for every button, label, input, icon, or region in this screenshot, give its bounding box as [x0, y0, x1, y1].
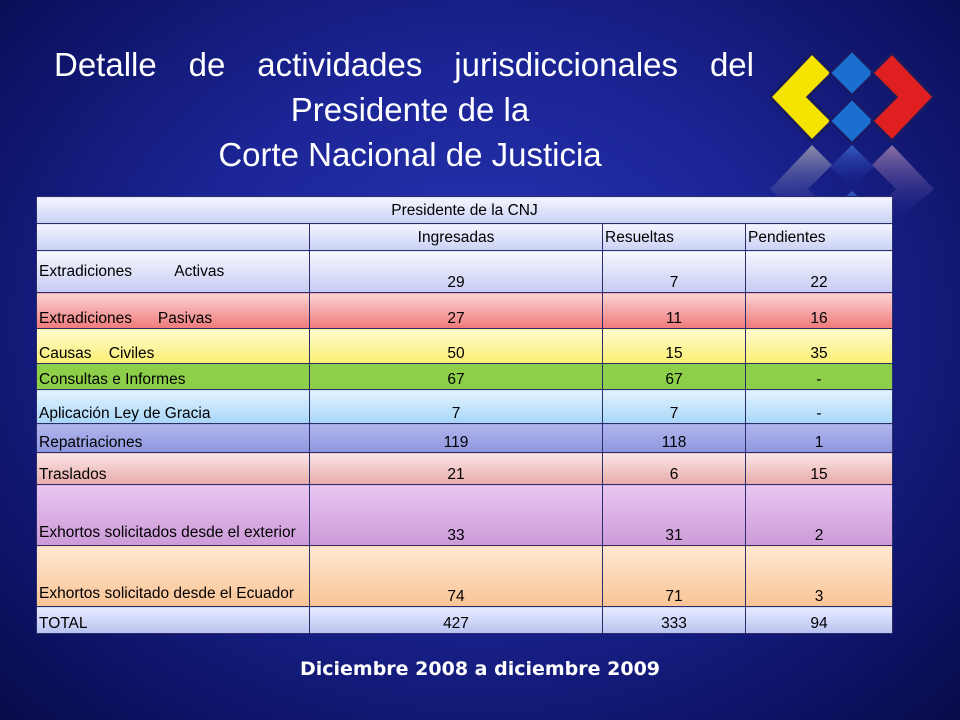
row-label: Extradiciones Pasivas — [36, 292, 310, 329]
cell-resueltas: 333 — [602, 606, 746, 634]
row-label: Aplicación Ley de Gracia — [36, 389, 310, 424]
cell-pendientes: - — [744, 389, 894, 424]
row-label: TOTAL — [36, 606, 310, 634]
reflection-blue-1 — [830, 145, 874, 189]
cell-resueltas: 6 — [602, 452, 746, 485]
cell-ingresadas: 29 — [309, 250, 603, 293]
table-row: Aplicación Ley de Gracia 7 7 - — [36, 389, 894, 424]
cell-pendientes: 15 — [744, 452, 894, 485]
cell-resueltas: 118 — [602, 423, 746, 453]
cell-resueltas: 15 — [602, 328, 746, 364]
cell-ingresadas: 119 — [309, 423, 603, 453]
slide-title: Detalle de actividades jurisdiccionales … — [40, 42, 780, 177]
table-row: Consultas e Informes 67 67 - — [36, 363, 894, 390]
header-ingresadas: Ingresadas — [309, 223, 603, 251]
cell-resueltas: 7 — [602, 389, 746, 424]
row-label: Extradiciones Activas — [36, 250, 310, 293]
table-header-row: Ingresadas Resueltas Pendientes — [36, 223, 894, 251]
cell-pendientes: 16 — [744, 292, 894, 329]
cell-resueltas: 67 — [602, 363, 746, 390]
cell-pendientes: 3 — [744, 545, 894, 607]
row-label: Traslados — [36, 452, 310, 485]
table-row: Extradiciones Activas 29 7 22 — [36, 250, 894, 293]
title-line-1: Detalle de actividades jurisdiccionales … — [54, 46, 754, 83]
activities-table: Presidente de la CNJ Ingresadas Resuelta… — [35, 196, 894, 634]
blue-diamond-top — [828, 49, 876, 97]
blue-diamond-bottom — [828, 97, 876, 145]
cell-pendientes: 35 — [744, 328, 894, 364]
cell-ingresadas: 33 — [309, 484, 603, 546]
row-label: Consultas e Informes — [36, 363, 310, 390]
header-resueltas: Resueltas — [602, 223, 746, 251]
row-label: Exhortos solicitado desde el Ecuador — [36, 545, 310, 607]
cell-resueltas: 31 — [602, 484, 746, 546]
table-row: Exhortos solicitados desde el exterior 3… — [36, 484, 894, 546]
table-row: Exhortos solicitado desde el Ecuador 74 … — [36, 545, 894, 607]
title-line-2: Presidente de la — [290, 91, 530, 128]
cell-pendientes: 94 — [744, 606, 894, 634]
title-line-3: Corte Nacional de Justicia — [218, 136, 602, 173]
date-range-footer: Diciembre 2008 a diciembre 2009 — [299, 658, 661, 680]
cell-resueltas: 71 — [602, 545, 746, 607]
row-label: Exhortos solicitados desde el exterior — [36, 484, 310, 546]
cell-pendientes: 2 — [744, 484, 894, 546]
table-row: Causas Civiles 50 15 35 — [36, 328, 894, 364]
header-empty — [36, 223, 310, 251]
table-row: Extradiciones Pasivas 27 11 16 — [36, 292, 894, 329]
yellow-chevron-shape — [767, 50, 835, 144]
cell-pendientes: 1 — [744, 423, 894, 453]
cell-ingresadas: 7 — [309, 389, 603, 424]
row-label: Repatriaciones — [36, 423, 310, 453]
cell-ingresadas: 74 — [309, 545, 603, 607]
cell-ingresadas: 21 — [309, 452, 603, 485]
cell-ingresadas: 27 — [309, 292, 603, 329]
table-row: Repatriaciones 119 118 1 — [36, 423, 894, 453]
table-caption: Presidente de la CNJ — [35, 196, 894, 224]
red-chevron-shape — [869, 50, 937, 144]
cell-ingresadas: 67 — [309, 363, 603, 390]
cell-pendientes: - — [744, 363, 894, 390]
cell-resueltas: 7 — [602, 250, 746, 293]
table-row-total: TOTAL 427 333 94 — [36, 606, 894, 634]
cell-resueltas: 11 — [602, 292, 746, 329]
table-row: Traslados 21 6 15 — [36, 452, 894, 485]
cell-pendientes: 22 — [744, 250, 894, 293]
cell-ingresadas: 50 — [309, 328, 603, 364]
row-label: Causas Civiles — [36, 328, 310, 364]
header-pendientes: Pendientes — [744, 223, 894, 251]
table-caption-row: Presidente de la CNJ — [35, 196, 894, 224]
cell-ingresadas: 427 — [309, 606, 603, 634]
